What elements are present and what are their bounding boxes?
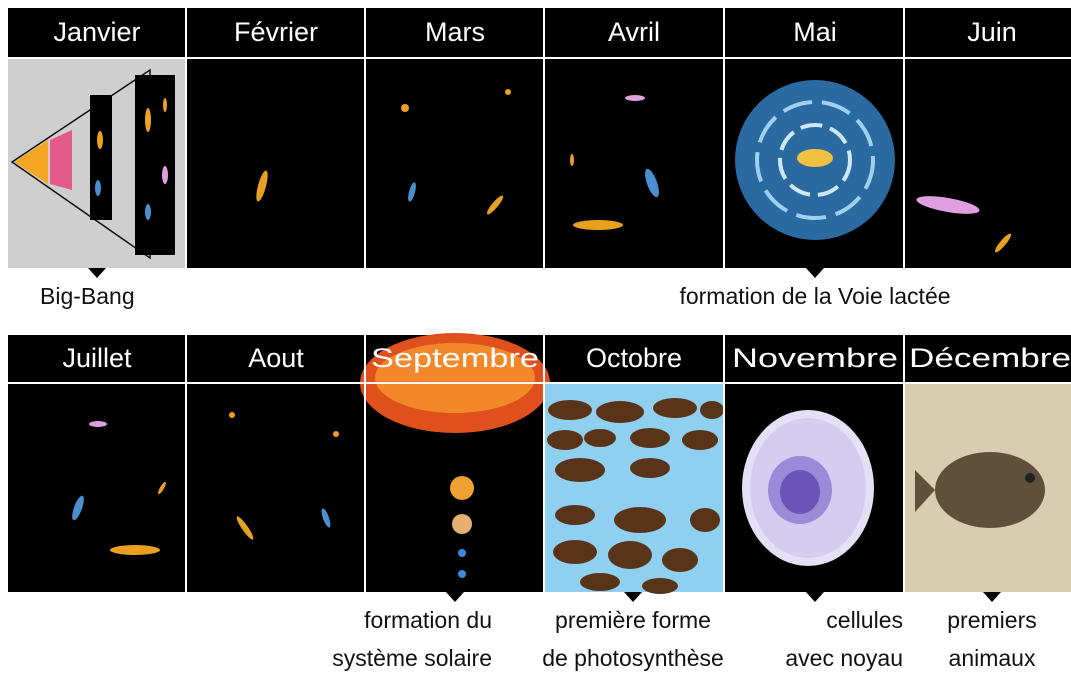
annotation: avec noyau bbox=[785, 645, 903, 671]
panel-aout bbox=[187, 383, 364, 592]
month-label: Février bbox=[234, 17, 318, 47]
month-label: Aout bbox=[248, 343, 304, 373]
annotation: animaux bbox=[949, 645, 1036, 671]
month-label: Octobre bbox=[586, 343, 682, 373]
header-band bbox=[8, 8, 1071, 58]
month-label: Novembre bbox=[732, 343, 898, 373]
annotation: formation de la Voie lactée bbox=[679, 283, 950, 309]
month-label: Juillet bbox=[62, 343, 132, 373]
panel-octobre bbox=[545, 383, 724, 594]
panel-juillet bbox=[8, 383, 185, 592]
month-label: Avril bbox=[608, 17, 660, 47]
panel-mai bbox=[725, 58, 903, 268]
annotation: premiers bbox=[947, 607, 1036, 633]
calendar-diagram: Janvier Février Mars Avril Mai Juin Juil… bbox=[0, 0, 1071, 674]
month-label: Janvier bbox=[53, 17, 140, 47]
panel-novembre bbox=[725, 383, 903, 592]
month-label: Septembre bbox=[371, 343, 539, 373]
annotation: système solaire bbox=[332, 645, 492, 671]
month-label: Mars bbox=[425, 17, 485, 47]
panel-fevrier bbox=[187, 58, 364, 268]
month-label: Mai bbox=[793, 17, 837, 47]
annotation: première forme bbox=[555, 607, 711, 633]
annotation: cellules bbox=[826, 607, 903, 633]
panel-decembre bbox=[905, 383, 1071, 592]
annotation: Big-Bang bbox=[40, 283, 135, 309]
panel-mars bbox=[366, 58, 543, 268]
month-label: Décembre bbox=[909, 343, 1071, 373]
month-label: Juin bbox=[967, 17, 1017, 47]
annotation: de photosynthèse bbox=[542, 645, 724, 671]
panel-janvier bbox=[8, 58, 185, 268]
panel-juin bbox=[905, 58, 1071, 268]
annotation: formation du bbox=[364, 607, 492, 633]
page: Janvier Février Mars Avril Mai Juin Juil… bbox=[0, 0, 1071, 674]
